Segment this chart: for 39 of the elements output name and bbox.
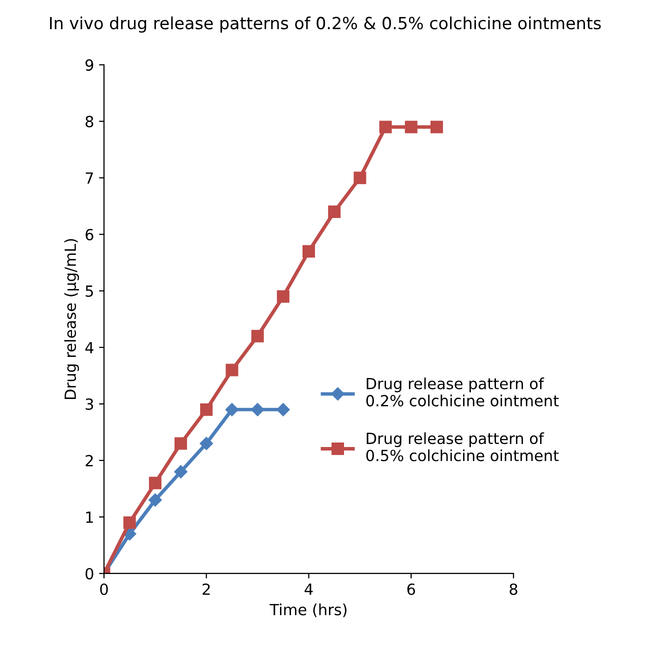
y-axis-title: Drug release (µg/mL) xyxy=(64,239,79,399)
x-tick-label: 6 xyxy=(407,583,416,596)
y-tick-label: 2 xyxy=(86,454,93,466)
point xyxy=(225,402,239,416)
point xyxy=(430,120,443,134)
y-tick-label: 5 xyxy=(86,286,93,297)
x-axis-title: Time (hrs) xyxy=(270,604,346,618)
y-tick-label: 9 xyxy=(86,59,94,71)
point xyxy=(250,402,264,416)
point xyxy=(174,465,188,478)
y-tick-label: 4 xyxy=(85,342,94,354)
x-tick-label: 0 xyxy=(100,583,108,596)
legend-label: Drug release pattern of 0.5% colchicine ointment xyxy=(366,432,559,462)
y-tick-label: 0 xyxy=(86,568,94,580)
x-tick-label: 4 xyxy=(304,584,313,595)
point xyxy=(174,437,188,450)
x-tick-label: 2 xyxy=(202,583,210,595)
y-tick-label: 8 xyxy=(86,116,94,128)
y-tick-label: 3 xyxy=(86,398,94,410)
point xyxy=(276,402,290,416)
legend-label: Drug release pattern of 0.2% colchicine ointment xyxy=(366,378,559,406)
x-tick-label: 8 xyxy=(510,583,518,596)
point xyxy=(251,330,264,342)
point xyxy=(404,120,418,134)
y-tick-label: 7 xyxy=(86,172,93,184)
y-tick-label: 6 xyxy=(86,228,94,240)
point xyxy=(148,493,162,507)
point xyxy=(379,120,392,134)
point xyxy=(123,516,136,529)
point xyxy=(226,364,238,376)
point xyxy=(276,290,290,303)
y-tick-label: 1 xyxy=(86,512,93,523)
point xyxy=(302,245,315,258)
point xyxy=(200,436,213,450)
point xyxy=(148,476,162,490)
point xyxy=(328,206,341,218)
point xyxy=(354,172,366,184)
chart-title: In vivo drug release patterns of 0.2% & 0.5% colchicine ointments xyxy=(50,16,601,33)
point xyxy=(200,403,213,416)
